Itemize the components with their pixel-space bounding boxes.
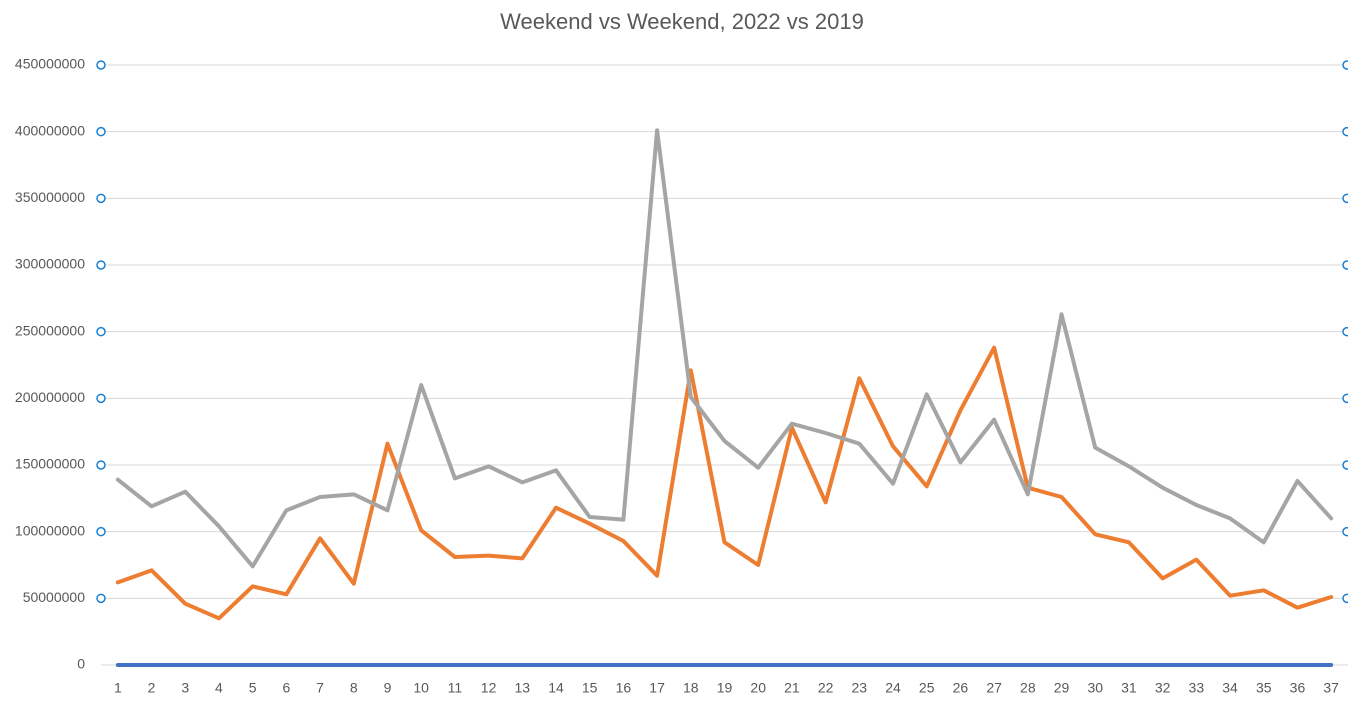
x-tick-label: 30: [1087, 680, 1103, 696]
x-tick-label: 18: [683, 680, 699, 696]
x-tick-label: 10: [413, 680, 429, 696]
axis-handle: [96, 126, 106, 137]
axis-handle: [1342, 326, 1348, 337]
x-tick-label: 8: [350, 680, 358, 696]
x-tick-label: 1: [114, 680, 122, 696]
x-tick-label: 27: [986, 680, 1002, 696]
x-tick-label: 3: [181, 680, 189, 696]
y-tick-label: 250000000: [15, 322, 85, 338]
axis-handle: [96, 260, 106, 270]
y-tick-label: 0: [77, 656, 85, 672]
x-tick-label: 23: [852, 680, 868, 696]
x-tick-label: 14: [548, 680, 564, 696]
y-tick-label: 150000000: [15, 456, 85, 472]
axis-handle: [1342, 460, 1348, 470]
axis-handle: [96, 460, 106, 470]
axis-handle: [96, 593, 106, 604]
axis-handle: [96, 326, 106, 337]
x-tick-label: 2: [148, 680, 156, 696]
x-tick-label: 25: [919, 680, 935, 696]
x-tick-label: 26: [953, 680, 969, 696]
axis-handle: [96, 393, 106, 404]
x-tick-label: 4: [215, 680, 223, 696]
data-line: [115, 345, 1334, 621]
x-tick-label: 36: [1290, 680, 1306, 696]
x-tick-label: 16: [616, 680, 632, 696]
x-tick-label: 34: [1222, 680, 1238, 696]
x-tick-label: 6: [282, 680, 290, 696]
x-tick-label: 35: [1256, 680, 1272, 696]
y-tick-label: 350000000: [15, 189, 85, 205]
x-tick-label: 12: [481, 680, 497, 696]
x-tick-label: 20: [750, 680, 766, 696]
data-line: [115, 128, 1334, 569]
axis-handle: [1342, 260, 1348, 270]
chart-title: Weekend vs Weekend, 2022 vs 2019: [500, 9, 864, 34]
x-tick-label: 29: [1054, 680, 1070, 696]
axis-handle: [1342, 193, 1348, 204]
axis-handle: [96, 526, 106, 537]
y-tick-label: 300000000: [15, 256, 85, 272]
y-tick-label: 400000000: [15, 122, 85, 138]
x-tick-label: 5: [249, 680, 257, 696]
axis-handle: [96, 193, 106, 204]
x-tick-label: 33: [1189, 680, 1205, 696]
y-tick-label: 50000000: [23, 589, 86, 605]
x-tick-label: 32: [1155, 680, 1171, 696]
x-tick-label: 28: [1020, 680, 1036, 696]
axis-handle: [1342, 593, 1348, 604]
x-tick-label: 21: [784, 680, 800, 696]
axis-handle: [1342, 60, 1348, 70]
x-tick-label: 19: [717, 680, 733, 696]
x-tick-label: 22: [818, 680, 834, 696]
y-tick-label: 100000000: [15, 522, 85, 538]
y-tick-label: 200000000: [15, 389, 85, 405]
x-tick-label: 13: [514, 680, 530, 696]
x-tick-label: 31: [1121, 680, 1137, 696]
x-tick-label: 24: [885, 680, 901, 696]
axis-handle: [1342, 393, 1348, 404]
x-tick-label: 37: [1323, 680, 1339, 696]
x-tick-label: 17: [649, 680, 665, 696]
axis-handle: [1342, 526, 1348, 537]
x-tick-label: 11: [448, 680, 463, 696]
y-tick-label: 450000000: [15, 56, 85, 72]
axis-handle: [96, 60, 106, 70]
x-tick-label: 9: [384, 680, 392, 696]
x-tick-label: 7: [316, 680, 324, 696]
x-tick-label: 15: [582, 680, 598, 696]
axis-handle: [1342, 126, 1348, 137]
